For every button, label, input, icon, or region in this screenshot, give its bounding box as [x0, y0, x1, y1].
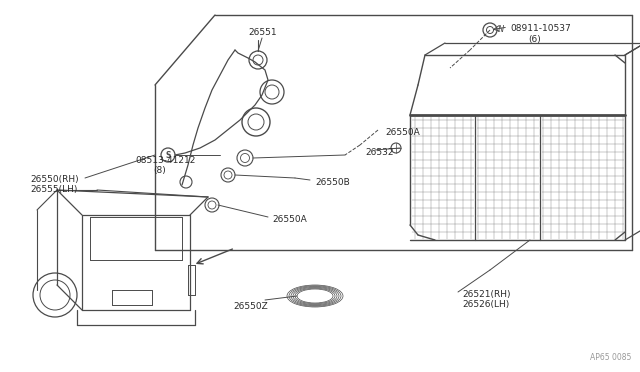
Text: S: S	[165, 151, 171, 160]
Text: (8): (8)	[153, 166, 166, 175]
Text: 26550B: 26550B	[315, 178, 349, 187]
Text: 26550A: 26550A	[385, 128, 420, 137]
Text: 26555(LH): 26555(LH)	[30, 185, 77, 194]
Text: 08911-10537: 08911-10537	[510, 24, 571, 33]
Text: 08513-41212: 08513-41212	[135, 156, 195, 165]
Text: 26550Z: 26550Z	[233, 302, 268, 311]
Text: 26521(RH): 26521(RH)	[462, 290, 511, 299]
Text: 26550A: 26550A	[272, 215, 307, 224]
Text: 26526(LH): 26526(LH)	[462, 300, 509, 309]
Text: AP65 0085: AP65 0085	[590, 353, 632, 362]
Text: (6): (6)	[528, 35, 541, 44]
Text: 26550(RH): 26550(RH)	[30, 175, 79, 184]
Text: 26532: 26532	[365, 148, 394, 157]
Text: 26551: 26551	[248, 28, 276, 37]
Text: N: N	[498, 26, 504, 35]
